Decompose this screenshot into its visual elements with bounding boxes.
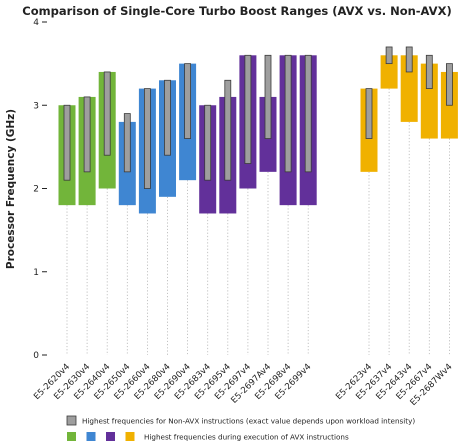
- avx-bar: [420, 63, 438, 139]
- non-avx-bar: [224, 79, 232, 181]
- y-tick-label: 0: [33, 351, 39, 361]
- x-axis-labels: E5-2620v4E5-2630v4E5-2640v4E5-2650v4E5-2…: [32, 362, 454, 408]
- non-avx-bar: [365, 88, 373, 139]
- chart-title: Comparison of Single-Core Turbo Boost Ra…: [22, 4, 451, 18]
- non-avx-bar: [164, 79, 171, 156]
- non-avx-bar: [264, 54, 272, 139]
- bars: [58, 46, 458, 214]
- legend-swatch-avx-purple: [106, 432, 115, 441]
- y-tick-label: 3: [33, 101, 39, 111]
- non-avx-bar: [244, 54, 252, 164]
- non-avx-bar: [103, 71, 111, 156]
- y-tick-label: 2: [33, 185, 39, 195]
- non-avx-bar: [143, 88, 151, 189]
- non-avx-bar: [385, 46, 393, 65]
- legend-label-avx: Highest frequencies during execution of …: [144, 433, 349, 442]
- legend-swatch-avx-green: [67, 432, 76, 441]
- legend-swatch-avx-orange: [125, 432, 135, 441]
- legend-swatch-non-avx: [66, 415, 77, 426]
- non-avx-bar: [83, 96, 91, 173]
- non-avx-bar: [445, 63, 453, 106]
- legend: Highest frequencies for Non-AVX instruct…: [66, 415, 415, 442]
- non-avx-bar: [63, 104, 71, 181]
- y-axis-label: Processor Frequency (GHz): [5, 109, 17, 269]
- legend-label-non-avx: Highest frequencies for Non-AVX instruct…: [82, 417, 415, 426]
- non-avx-bar: [184, 63, 192, 139]
- y-axis: 0 1 2 3 4: [33, 18, 47, 361]
- non-avx-bar: [284, 54, 292, 173]
- y-tick-label: 4: [33, 18, 39, 28]
- y-tick-label: 1: [33, 268, 39, 278]
- non-avx-bar: [204, 104, 212, 181]
- avx-bar: [380, 55, 398, 89]
- non-avx-bar: [425, 54, 433, 89]
- non-avx-bar: [405, 46, 413, 73]
- category-gridlines: [66, 88, 450, 355]
- non-avx-bar: [123, 113, 131, 173]
- avx-bar: [400, 55, 418, 122]
- non-avx-bar: [304, 54, 312, 173]
- legend-swatch-avx-blue: [86, 432, 96, 441]
